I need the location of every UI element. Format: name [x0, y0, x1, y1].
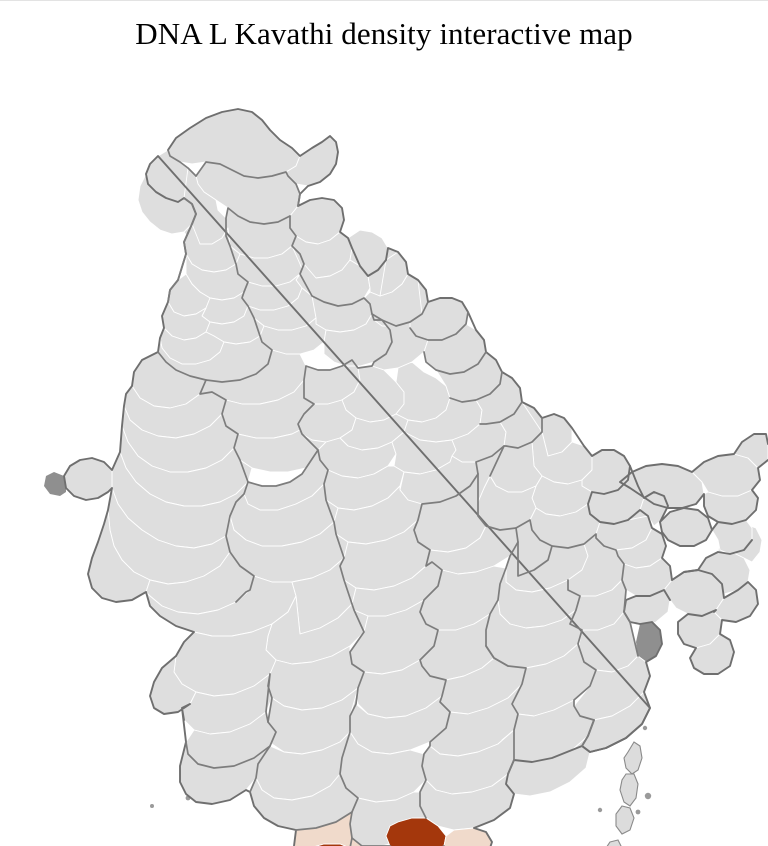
india-choropleth-svg[interactable] — [0, 52, 768, 846]
coastal-strip — [636, 622, 662, 662]
andaman-nicobar-islands[interactable] — [597, 725, 680, 846]
coastal-strip — [44, 472, 66, 496]
highlighted-district-low[interactable] — [442, 827, 493, 846]
map-canvas[interactable] — [0, 52, 768, 846]
page-title: DNA L Kavathi density interactive map — [135, 16, 633, 51]
map-districts-layer — [44, 108, 768, 846]
state-borders-layer — [63, 108, 768, 846]
top-divider — [0, 0, 768, 1]
lakshadweep-islands[interactable] — [150, 795, 191, 846]
